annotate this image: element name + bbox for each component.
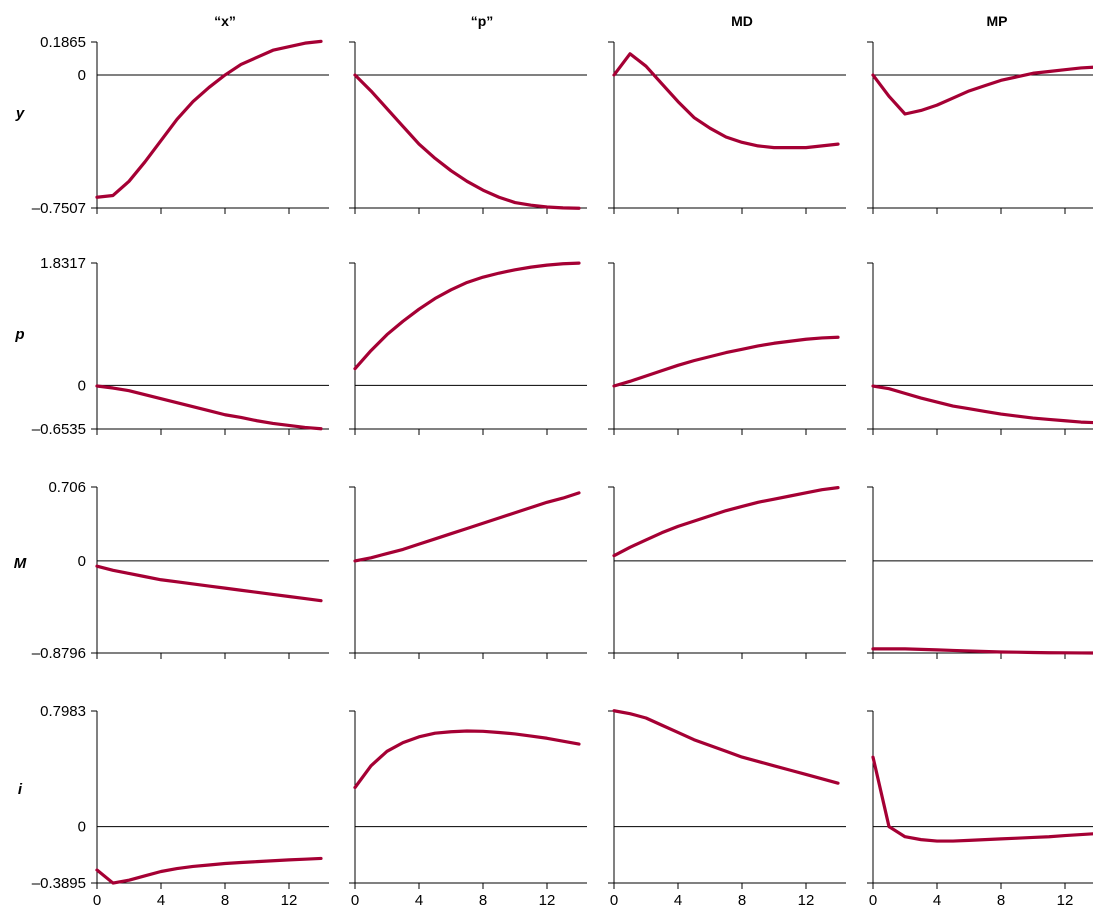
y-tick-label: –0.8796 bbox=[32, 645, 86, 662]
x-tick-label: 8 bbox=[221, 892, 229, 909]
series-line bbox=[95, 384, 323, 431]
x-tick-label: 12 bbox=[1057, 892, 1074, 909]
row-title: y bbox=[15, 105, 25, 122]
x-tick-label: 0 bbox=[869, 892, 877, 909]
y-tick-label: 0.1865 bbox=[40, 34, 86, 51]
x-tick-label: 4 bbox=[674, 892, 682, 909]
row-title: M bbox=[14, 555, 27, 572]
series-line bbox=[95, 39, 323, 199]
x-tick-label: 0 bbox=[93, 892, 101, 909]
y-tick-label: 0 bbox=[78, 67, 86, 84]
column-title: “p” bbox=[471, 13, 494, 29]
series-line bbox=[353, 261, 581, 371]
series-line bbox=[612, 52, 840, 150]
row-title: i bbox=[18, 781, 23, 798]
y-tick-label: 0 bbox=[78, 553, 86, 570]
series-line bbox=[353, 73, 581, 210]
y-tick-label: –0.3895 bbox=[32, 875, 86, 892]
x-tick-label: 12 bbox=[798, 892, 815, 909]
series-line bbox=[95, 856, 323, 885]
x-tick-label: 8 bbox=[479, 892, 487, 909]
y-tick-label: 1.8317 bbox=[40, 255, 86, 272]
x-tick-label: 12 bbox=[539, 892, 556, 909]
x-tick-label: 8 bbox=[997, 892, 1005, 909]
series-line bbox=[871, 65, 1093, 116]
column-title: MP bbox=[987, 13, 1008, 29]
x-tick-label: 0 bbox=[351, 892, 359, 909]
series-line bbox=[353, 491, 581, 563]
y-tick-label: –0.7507 bbox=[32, 200, 86, 217]
series-line bbox=[612, 335, 840, 388]
y-tick-label: 0 bbox=[78, 819, 86, 836]
y-tick-label: –0.6535 bbox=[32, 421, 86, 438]
x-tick-label: 8 bbox=[738, 892, 746, 909]
series-line bbox=[871, 755, 1093, 843]
x-tick-label: 0 bbox=[610, 892, 618, 909]
series-line bbox=[612, 486, 840, 558]
x-tick-label: 12 bbox=[281, 892, 298, 909]
column-title: “x” bbox=[214, 13, 236, 29]
y-tick-label: 0 bbox=[78, 377, 86, 394]
row-title: p bbox=[14, 326, 24, 343]
x-tick-label: 4 bbox=[415, 892, 423, 909]
y-tick-label: 0.7983 bbox=[40, 703, 86, 720]
x-tick-label: 4 bbox=[933, 892, 941, 909]
x-tick-label: 4 bbox=[157, 892, 165, 909]
column-title: MD bbox=[731, 13, 753, 29]
series-line bbox=[353, 729, 581, 790]
series-line bbox=[612, 709, 840, 785]
series-line bbox=[871, 647, 1093, 655]
series-line bbox=[871, 384, 1093, 425]
y-tick-label: 0.706 bbox=[48, 479, 86, 496]
series-line bbox=[95, 564, 323, 603]
